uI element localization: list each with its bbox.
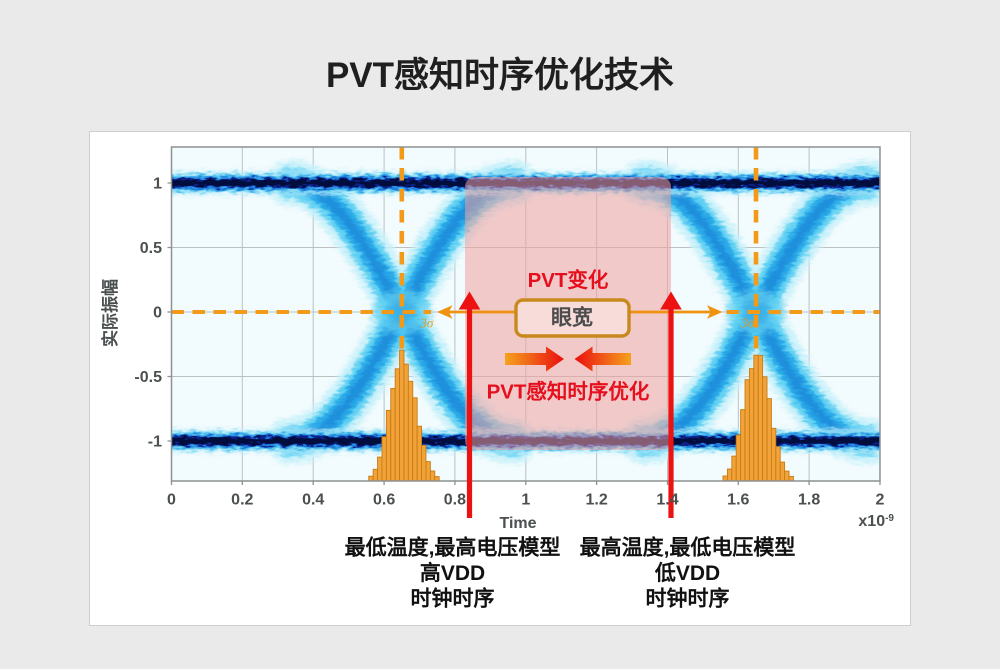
svg-text:-0.5: -0.5 xyxy=(134,369,162,386)
svg-text:PVT感知时序优化: PVT感知时序优化 xyxy=(487,380,650,404)
svg-text:x10-9: x10-9 xyxy=(858,513,894,531)
svg-text:0: 0 xyxy=(153,305,162,322)
svg-text:1.6: 1.6 xyxy=(727,492,749,509)
svg-text:最高温度,最低电压模型: 最高温度,最低电压模型 xyxy=(580,536,796,560)
svg-text:3σ: 3σ xyxy=(740,316,756,331)
svg-text:时钟时序: 时钟时序 xyxy=(411,587,495,611)
svg-text:高VDD: 高VDD xyxy=(420,561,485,585)
svg-text:0.4: 0.4 xyxy=(302,492,324,509)
svg-text:1: 1 xyxy=(153,176,162,193)
svg-text:时钟时序: 时钟时序 xyxy=(646,587,730,611)
svg-text:1.4: 1.4 xyxy=(656,492,678,509)
svg-text:0.6: 0.6 xyxy=(373,492,395,509)
svg-text:低VDD: 低VDD xyxy=(654,561,720,585)
svg-text:2: 2 xyxy=(876,492,885,509)
svg-text:0.5: 0.5 xyxy=(140,240,162,257)
svg-text:最低温度,最高电压模型: 最低温度,最高电压模型 xyxy=(345,536,561,560)
svg-text:0.2: 0.2 xyxy=(231,492,253,509)
svg-text:眼宽: 眼宽 xyxy=(551,306,593,330)
svg-text:1.2: 1.2 xyxy=(585,492,607,509)
svg-text:1: 1 xyxy=(521,492,530,509)
svg-text:1.8: 1.8 xyxy=(798,492,820,509)
svg-text:PVT变化: PVT变化 xyxy=(528,268,609,292)
svg-text:Time: Time xyxy=(499,515,536,532)
svg-text:0.8: 0.8 xyxy=(444,492,466,509)
svg-text:0: 0 xyxy=(167,492,176,509)
svg-text:-1: -1 xyxy=(148,434,162,451)
svg-text:实际振幅: 实际振幅 xyxy=(100,279,120,347)
svg-text:3σ: 3σ xyxy=(419,316,435,331)
